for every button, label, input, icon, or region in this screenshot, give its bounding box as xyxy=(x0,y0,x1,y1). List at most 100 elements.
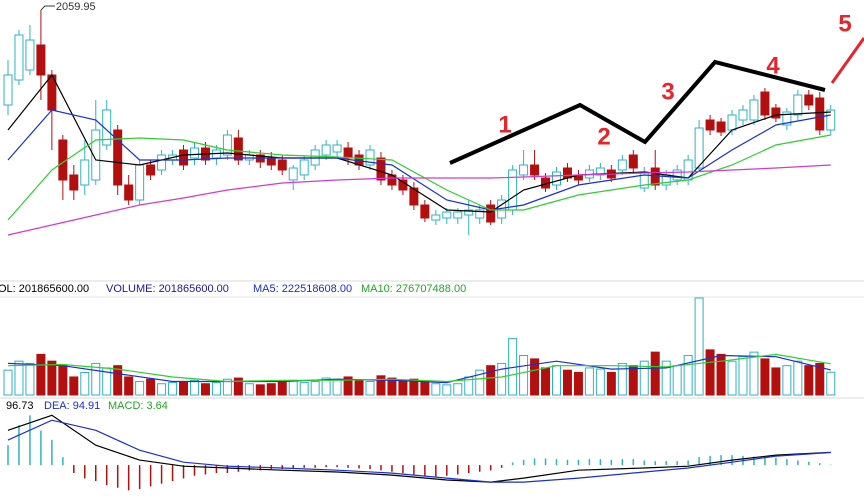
candle-body xyxy=(464,209,474,216)
candle-body xyxy=(288,167,298,181)
volume-bar xyxy=(222,378,232,396)
candle-body xyxy=(157,154,167,171)
trend-break-line xyxy=(830,37,864,84)
candle-body xyxy=(332,144,342,153)
volume-bar xyxy=(332,378,342,396)
volume-bar xyxy=(135,380,145,396)
ma-line xyxy=(7,354,831,384)
candle-body xyxy=(705,119,715,131)
ma-line xyxy=(7,414,831,483)
candle-body xyxy=(683,159,693,181)
candle-body xyxy=(124,184,134,201)
candle-body xyxy=(233,137,243,161)
volume-bar xyxy=(519,355,529,396)
candle-body xyxy=(595,167,605,176)
volume-bar xyxy=(606,371,616,396)
candle-body xyxy=(562,167,572,179)
candle-body xyxy=(179,149,189,166)
candle-body xyxy=(343,147,353,159)
volume-bar xyxy=(146,378,156,396)
wave-label: 3 xyxy=(661,78,674,105)
volume-bar xyxy=(804,365,814,396)
volume-bar xyxy=(179,380,189,396)
candle-body xyxy=(453,211,463,219)
candle-body xyxy=(376,157,386,181)
candle-body xyxy=(749,99,759,121)
candle-body xyxy=(146,164,156,176)
volume-bar xyxy=(36,353,46,396)
volume-bar xyxy=(387,377,397,396)
candle-body xyxy=(222,134,232,156)
trend-zigzag xyxy=(449,59,826,165)
ma-line xyxy=(7,164,831,236)
volume-bar xyxy=(58,365,68,396)
volume-bar xyxy=(793,360,803,396)
volume-bar xyxy=(782,365,792,396)
volume-bar xyxy=(420,380,430,396)
volume-bar xyxy=(168,382,178,396)
indicator-legend: VOLUME: 201865600.00 xyxy=(106,283,229,295)
volume-bar xyxy=(343,376,353,396)
candle-body xyxy=(102,109,112,146)
candle-body xyxy=(14,34,24,81)
volume-bar xyxy=(584,367,594,396)
candle-body xyxy=(36,44,46,76)
candle-body xyxy=(25,39,35,71)
volume-bar xyxy=(365,380,375,396)
candle-body xyxy=(782,111,792,126)
volume-bar xyxy=(650,351,660,396)
volume-bar xyxy=(486,365,496,396)
volume-bar xyxy=(530,358,540,396)
candle-body xyxy=(694,127,704,169)
candle-body xyxy=(475,209,485,219)
volume-bar xyxy=(727,360,737,396)
volume-bar xyxy=(815,362,825,396)
candle-body xyxy=(826,109,836,131)
candle-body xyxy=(3,74,13,106)
high-label: 2059.95 xyxy=(56,1,96,13)
candle-body xyxy=(617,159,627,171)
volume-bar xyxy=(826,371,836,396)
volume-bar xyxy=(244,383,254,396)
volume-bar xyxy=(749,351,759,396)
candle-body xyxy=(91,129,101,181)
volume-bar xyxy=(694,297,704,396)
candle-body xyxy=(189,147,199,159)
volume-bar xyxy=(409,378,419,396)
volume-bar xyxy=(683,355,693,396)
volume-bar xyxy=(310,380,320,396)
volume-bar xyxy=(80,371,90,396)
indicator-legend: MACD: 3.64 xyxy=(108,400,168,412)
candle-body xyxy=(628,154,638,169)
candle-body xyxy=(80,159,90,186)
candle-body xyxy=(716,121,726,133)
volume-bar xyxy=(233,377,243,396)
marks xyxy=(3,10,836,491)
indicator-legend: 96.73 xyxy=(6,400,34,412)
volume-bar xyxy=(321,377,331,396)
candle-body xyxy=(69,174,79,191)
volume-bar xyxy=(738,356,748,396)
volume-bar xyxy=(354,379,364,396)
candle-body xyxy=(135,164,145,201)
volume-bar xyxy=(288,379,298,396)
volume-bar xyxy=(91,362,101,396)
candle-body xyxy=(530,164,540,176)
volume-bar xyxy=(639,360,649,396)
volume-bar xyxy=(771,367,781,396)
volume-bar xyxy=(69,376,79,396)
ma-line xyxy=(7,134,831,221)
volume-bar xyxy=(47,360,57,396)
candle-body xyxy=(552,171,561,186)
indicator-legend: MA5: 222518608.00 xyxy=(253,283,352,295)
volume-bar xyxy=(431,383,441,396)
wave-label: 2 xyxy=(597,123,610,150)
candle-body xyxy=(486,204,496,223)
indicator-legend: DEA: 94.91 xyxy=(44,400,100,412)
candle-body xyxy=(760,91,770,116)
volume-bar xyxy=(628,365,638,396)
candle-body xyxy=(804,94,814,106)
volume-bar xyxy=(25,362,35,396)
ma-line xyxy=(7,419,831,483)
